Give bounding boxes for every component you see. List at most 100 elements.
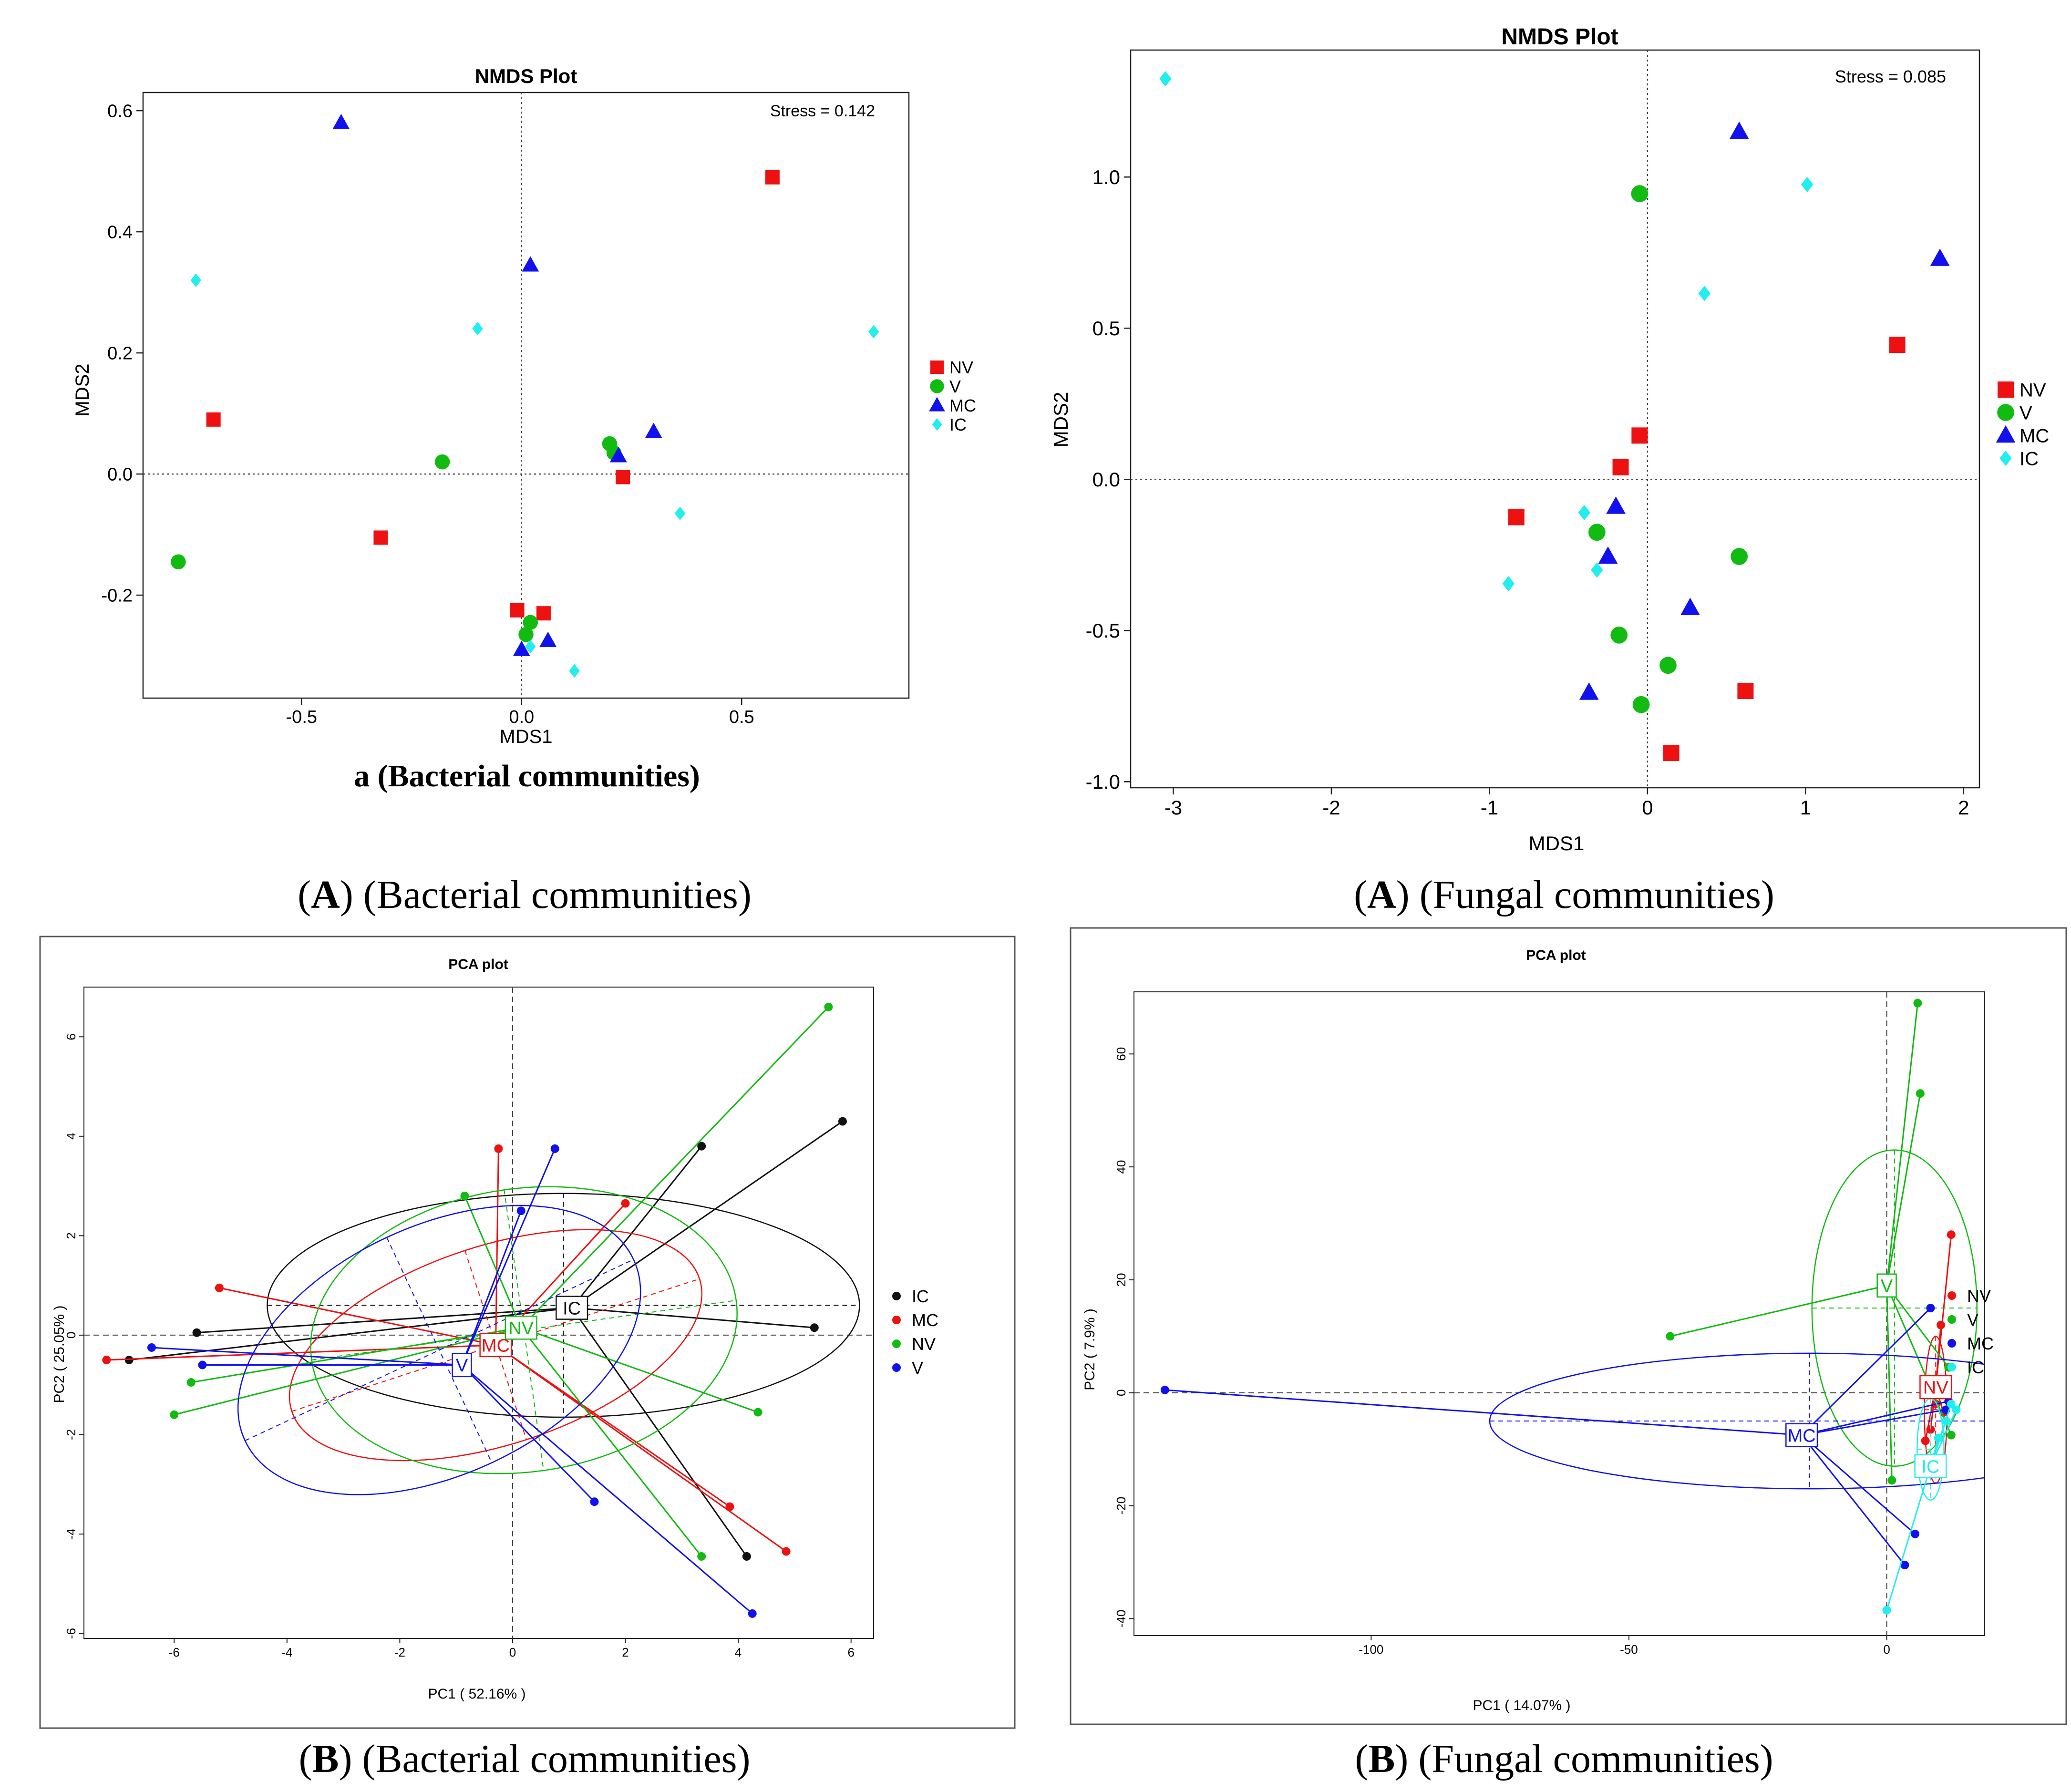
spider-line-nv (464, 1195, 522, 1328)
legend-label-mc: MC (912, 1310, 938, 1330)
data-point-nv (510, 603, 525, 618)
y-tick-label: -20 (1114, 1497, 1128, 1515)
legend-label-ic: IC (1967, 1358, 1984, 1377)
legend-marker-mc (929, 397, 945, 412)
legend-label-nv: NV (912, 1334, 936, 1354)
data-point-v (516, 1206, 525, 1215)
data-point-v (518, 627, 534, 642)
x-tick-label: -1 (1481, 796, 1498, 819)
data-point-nv (1926, 1425, 1935, 1434)
figure-frame (39, 936, 1016, 1729)
x-axis-label: MDS1 (499, 726, 552, 747)
data-point-ic (1952, 1405, 1961, 1414)
legend-label-nv: NV (2019, 380, 2046, 401)
y-tick-label: 6 (64, 1033, 78, 1040)
data-point-ic (1801, 176, 1813, 193)
legend-label-mc: MC (949, 396, 976, 415)
x-axis-label: PC1 ( 14.07% ) (1473, 1698, 1570, 1713)
spider-line-v (1886, 1285, 1893, 1481)
data-point-mc (1598, 546, 1618, 564)
caption-a-bacterial: (A) (Bacterial communities) (298, 873, 752, 917)
data-point-mc (513, 640, 530, 656)
ellipse-major-axis-v (245, 1259, 634, 1442)
y-tick-label: 2 (64, 1232, 78, 1239)
bacterial-nmds-chart: NMDS Plot -0.5 0.0 0.5 -0.2 0.0 0.2 0.4 0.6 NVV… (72, 65, 976, 747)
data-point-mc (609, 447, 627, 463)
data-point-v (1731, 548, 1748, 565)
caption-a-fungal: (A) (Fungal communities) (1354, 873, 1774, 917)
legend-label-mc: MC (1967, 1334, 1994, 1353)
x-tick-label: -3 (1164, 796, 1182, 819)
plot-frame (1130, 49, 1980, 789)
spider-line-mc (1801, 1409, 1947, 1436)
data-point-mc (645, 422, 662, 438)
data-point-ic (1698, 286, 1710, 301)
data-point-ic (810, 1323, 819, 1332)
caption-b-bacterial: (B) (Bacterial communities) (299, 1737, 751, 1781)
data-point-mc (332, 113, 350, 129)
y-tick-label: 60 (1114, 1047, 1128, 1061)
x-tick-label: 0 (1883, 1642, 1890, 1657)
spider-line-v (1886, 1003, 1918, 1286)
legend-marker-mc (1947, 1339, 1956, 1348)
data-point-nv (697, 1552, 706, 1561)
data-point-ic (192, 1328, 201, 1337)
x-tick-label: -2 (1322, 796, 1340, 819)
legend-marker-ic (932, 418, 942, 431)
data-point-v (434, 454, 450, 470)
data-point-mc (1680, 597, 1700, 616)
fungal-pca-chart: PCA plot -100 -50 0 -40 -20 0 20 40 60 NV V MC IC P… (1070, 927, 2067, 1725)
ellipse-minor-axis-v (386, 1237, 493, 1463)
legend-marker-v (1947, 1315, 1956, 1324)
y-tick-label: -4 (64, 1528, 78, 1539)
spider-line-ic (129, 1307, 572, 1361)
data-point-ic (472, 322, 483, 336)
ellipse-major-axis-mc (291, 1278, 700, 1412)
spider-line-mc (219, 1287, 496, 1346)
spider-line-ic (1886, 1466, 1931, 1611)
group-label-ic: IC (1921, 1457, 1939, 1477)
y-tick-label: 40 (1114, 1160, 1128, 1174)
legend-marker-nv (1947, 1291, 1956, 1300)
y-tick-label: 0.2 (107, 343, 133, 363)
data-point-nv (1631, 427, 1648, 444)
caption-b-fungal: (B) (Fungal communities) (1355, 1737, 1773, 1781)
plot-frame (83, 987, 874, 1639)
legend-label-ic: IC (949, 415, 967, 434)
legend-marker-mc (1996, 425, 2016, 443)
data-point-v (1588, 524, 1606, 541)
legend-label-ic: IC (912, 1287, 929, 1306)
y-tick-label: 0.6 (107, 101, 133, 121)
spider-line-nv (520, 1327, 702, 1557)
data-point-mc (1729, 121, 1749, 139)
data-point-ic (1941, 1417, 1950, 1425)
x-tick-label: -2 (394, 1645, 405, 1659)
x-tick-label: -4 (281, 1645, 292, 1659)
legend-marker-v (930, 379, 944, 393)
spider-line-mc (1801, 1434, 1916, 1535)
data-point-mc (102, 1356, 111, 1365)
legend-marker-v (1997, 404, 2014, 421)
spider-line-v (1670, 1285, 1887, 1337)
x-tick-label: -50 (1620, 1642, 1638, 1657)
x-tick-label: -0.5 (286, 707, 317, 727)
legend-marker-ic (1947, 1363, 1956, 1371)
y-tick-label: -2 (64, 1429, 78, 1440)
y-axis-label: MDS2 (1050, 392, 1072, 448)
data-point-ic (1159, 71, 1172, 87)
y-axis-label: MDS2 (72, 363, 93, 416)
data-point-ic (1502, 576, 1515, 592)
group-label-ic: IC (563, 1298, 581, 1318)
data-point-ic (1947, 1400, 1956, 1409)
spider-line-v (151, 1347, 462, 1366)
y-tick-label: 0.4 (107, 222, 133, 242)
x-tick-label: 2 (1958, 796, 1969, 819)
x-axis-label: MDS1 (1529, 832, 1585, 855)
spider-line-mc (1801, 1434, 1906, 1565)
data-point-v (1632, 696, 1650, 713)
y-tick-label: 20 (1114, 1273, 1128, 1287)
data-point-nv (373, 530, 388, 545)
data-point-v (1666, 1332, 1675, 1341)
spider-line-nv (174, 1327, 522, 1416)
data-point-nv (616, 470, 630, 484)
